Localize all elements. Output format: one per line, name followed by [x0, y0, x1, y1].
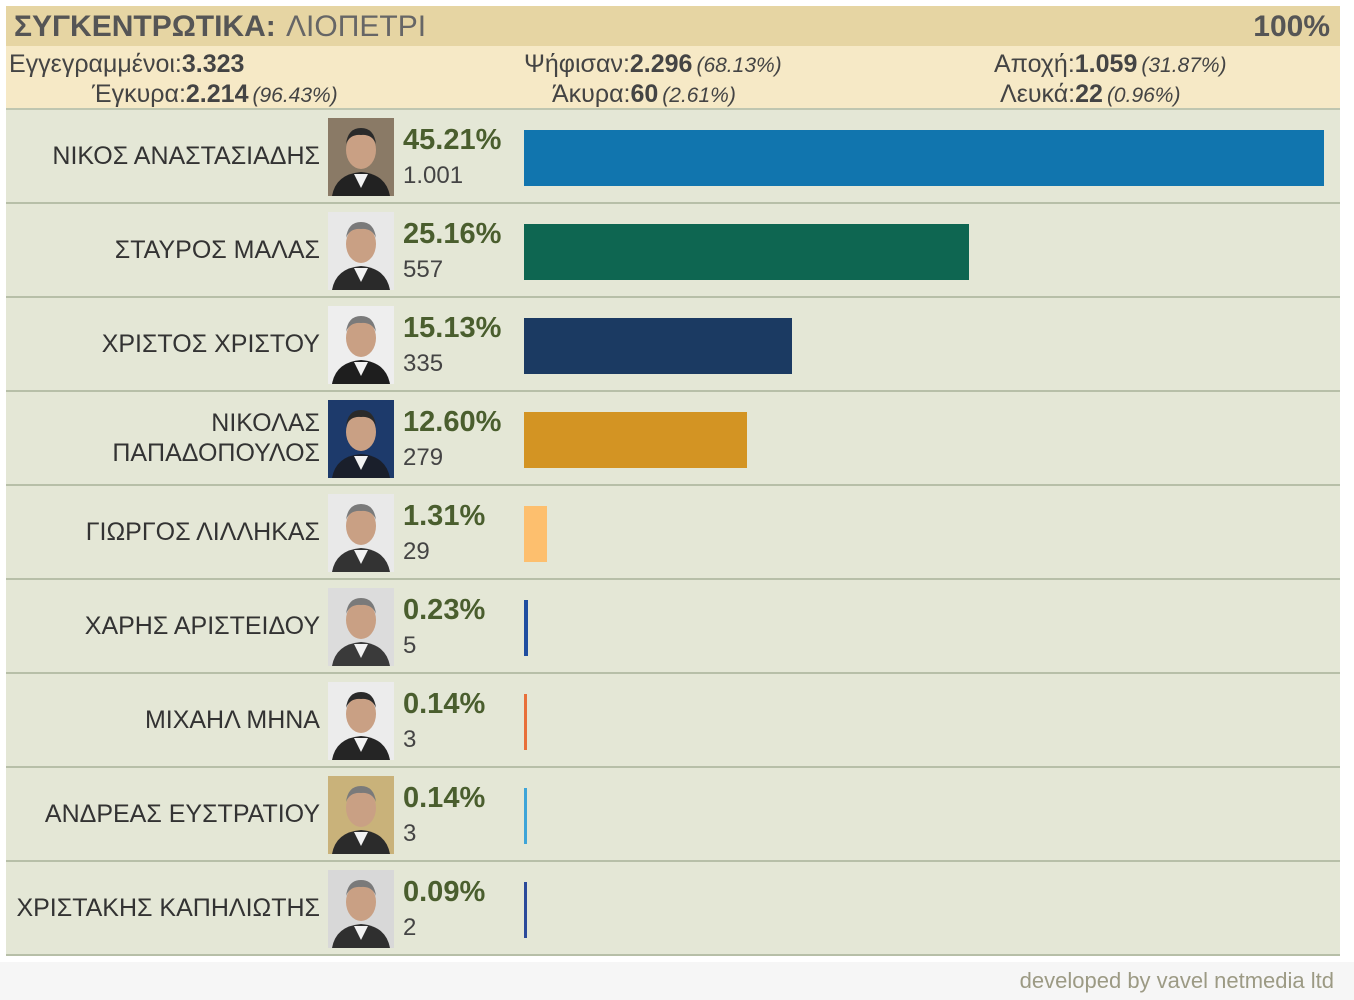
- voted-value: 2.296: [629, 50, 693, 78]
- result-bar: [524, 318, 792, 374]
- voted-label: Ψήφισαν:: [524, 50, 630, 78]
- percent-label: 0.23%: [403, 594, 486, 626]
- candidate-row: ΓΙΩΡΓΟΣ ΛΙΛΛΗΚΑΣ 1.31% 29: [6, 486, 1340, 580]
- result-bar: [524, 130, 1324, 186]
- credit-text: developed by vavel netmedia ltd: [1019, 968, 1334, 993]
- percent-label: 12.60%: [403, 406, 502, 438]
- percent-label: 15.13%: [403, 312, 502, 344]
- registered-stat: Εγγεγραμμένοι:3.323: [9, 50, 244, 79]
- votes-label: 279: [403, 444, 444, 471]
- candidate-name: ΜΙΧΑΗΛ ΜΗΝΑ: [144, 706, 320, 734]
- candidate-photo: [328, 776, 394, 854]
- valid-stat: Έγκυρα:2.214 (96.43%): [92, 80, 338, 109]
- blank-percent: (0.96%): [1106, 84, 1181, 107]
- candidate-name: ΧΡΙΣΤΟΣ ΧΡΙΣΤΟΥ: [101, 330, 320, 358]
- invalid-value: 60: [630, 80, 659, 108]
- candidate-row: ΝΙΚΟΛΑΣ ΠΑΠΑΔΟΠΟΥΛΟΣ 12.60% 279: [6, 392, 1340, 486]
- votes-label: 1.001: [403, 162, 464, 189]
- results-header: ΣΥΓΚΕΝΤΡΩΤΙΚΑ: ΛΙΟΠΕΤΡΙ 100%: [6, 6, 1340, 46]
- candidate-row: ΑΝΔΡΕΑΣ ΕΥΣΤΡΑΤΙΟΥ 0.14% 3: [6, 768, 1340, 862]
- percent-label: 0.14%: [403, 688, 486, 720]
- invalid-percent: (2.61%): [662, 84, 736, 107]
- counted-percent: 100%: [1253, 10, 1330, 43]
- candidate-name: ΑΝΔΡΕΑΣ ΕΥΣΤΡΑΤΙΟΥ: [44, 800, 320, 828]
- candidate-photo: [328, 588, 394, 666]
- place-name: ΛΙΟΠΕΤΡΙ: [286, 10, 427, 43]
- candidate-photo: [328, 682, 394, 760]
- valid-label: Έγκυρα:: [92, 80, 186, 108]
- candidate-row: ΧΡΙΣΤΑΚΗΣ ΚΑΠΗΛΙΩΤΗΣ 0.09% 2: [6, 862, 1340, 956]
- candidate-row: ΧΡΙΣΤΟΣ ΧΡΙΣΤΟΥ 15.13% 335: [6, 298, 1340, 392]
- blank-label: Λευκά:: [1000, 80, 1076, 108]
- invalid-stat: Άκυρα:60 (2.61%): [552, 80, 736, 109]
- abstention-label: Αποχή:: [994, 50, 1075, 78]
- candidate-photo: [328, 400, 394, 478]
- candidate-row: ΧΑΡΗΣ ΑΡΙΣΤΕΙΔΟΥ 0.23% 5: [6, 580, 1340, 674]
- result-bar: [524, 506, 547, 562]
- abstention-stat: Αποχή:1.059 (31.87%): [994, 50, 1227, 79]
- candidate-name: ΧΑΡΗΣ ΑΡΙΣΤΕΙΔΟΥ: [84, 612, 320, 640]
- result-bar: [524, 412, 747, 468]
- voted-stat: Ψήφισαν:2.296 (68.13%): [524, 50, 782, 79]
- footer: developed by vavel netmedia ltd: [0, 962, 1354, 1000]
- votes-label: 557: [403, 256, 444, 283]
- candidate-name: ΧΡΙΣΤΑΚΗΣ ΚΑΠΗΛΙΩΤΗΣ: [16, 894, 320, 922]
- valid-value: 2.214: [185, 80, 249, 108]
- votes-label: 5: [403, 632, 417, 659]
- invalid-label: Άκυρα:: [552, 80, 631, 108]
- abstention-value: 1.059: [1074, 50, 1138, 78]
- votes-label: 3: [403, 726, 417, 753]
- percent-label: 0.14%: [403, 782, 486, 814]
- percent-label: 25.16%: [403, 218, 502, 250]
- candidate-name: ΝΙΚΟΛΑΣ ΠΑΠΑΔΟΠΟΥΛΟΣ: [112, 409, 320, 467]
- votes-label: 2: [403, 914, 417, 941]
- abstention-percent: (31.87%): [1141, 54, 1227, 77]
- percent-label: 1.31%: [403, 500, 486, 532]
- title-label: ΣΥΓΚΕΝΤΡΩΤΙΚΑ:: [14, 10, 276, 43]
- candidate-photo: [328, 118, 394, 196]
- candidate-row: ΣΤΑΥΡΟΣ ΜΑΛΑΣ 25.16% 557: [6, 204, 1340, 298]
- votes-label: 29: [403, 538, 430, 565]
- percent-label: 0.09%: [403, 876, 486, 908]
- candidate-name: ΓΙΩΡΓΟΣ ΛΙΛΛΗΚΑΣ: [85, 518, 320, 546]
- blank-stat: Λευκά:22 (0.96%): [1000, 80, 1180, 109]
- votes-label: 3: [403, 820, 417, 847]
- blank-value: 22: [1075, 80, 1103, 108]
- result-bar: [524, 694, 527, 750]
- candidate-row: ΜΙΧΑΗΛ ΜΗΝΑ 0.14% 3: [6, 674, 1340, 768]
- candidate-row: ΝΙΚΟΣ ΑΝΑΣΤΑΣΙΑΔΗΣ 45.21% 1.001: [6, 110, 1340, 204]
- result-bar: [524, 788, 527, 844]
- voted-percent: (68.13%): [696, 54, 782, 77]
- votes-label: 335: [403, 350, 444, 377]
- registered-label: Εγγεγραμμένοι:: [9, 50, 182, 78]
- candidate-photo: [328, 306, 394, 384]
- candidate-name: ΝΙΚΟΣ ΑΝΑΣΤΑΣΙΑΔΗΣ: [52, 142, 320, 170]
- candidate-photo: [328, 870, 394, 948]
- candidate-photo: [328, 494, 394, 572]
- registered-value: 3.323: [181, 50, 245, 78]
- result-bar: [524, 882, 527, 938]
- candidate-results-chart: ΝΙΚΟΣ ΑΝΑΣΤΑΣΙΑΔΗΣ 45.21% 1.001 ΣΤΑΥΡΟΣ ΜΑΛ…: [6, 110, 1340, 956]
- percent-label: 45.21%: [403, 124, 502, 156]
- results-panel: ΣΥΓΚΕΝΤΡΩΤΙΚΑ: ΛΙΟΠΕΤΡΙ 100% Εγγεγραμμέν…: [6, 6, 1340, 956]
- turnout-stats: Εγγεγραμμένοι:3.323 Ψήφισαν:2.296 (68.13%…: [6, 46, 1340, 110]
- candidate-photo: [328, 212, 394, 290]
- candidate-name: ΣΤΑΥΡΟΣ ΜΑΛΑΣ: [114, 236, 320, 264]
- valid-percent: (96.43%): [252, 84, 338, 107]
- result-bar: [524, 600, 528, 656]
- result-bar: [524, 224, 969, 280]
